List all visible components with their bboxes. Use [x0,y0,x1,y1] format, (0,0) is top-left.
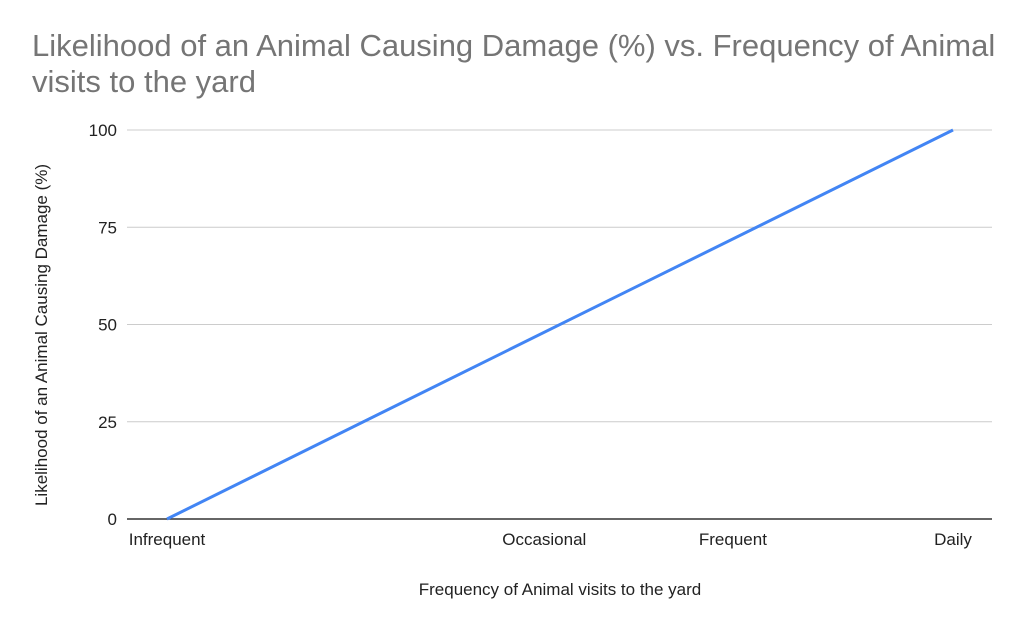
x-tick-label-daily: Daily [934,530,972,549]
series-line-0 [166,128,954,521]
y-tick-label-25: 25 [98,413,117,432]
y-tick-label-0: 0 [108,510,117,529]
y-tick-label-100: 100 [89,121,117,140]
x-tick-label-occasional: Occasional [502,530,586,549]
y-tick-label-75: 75 [98,218,117,237]
x-axis-label: Frequency of Animal visits to the yard [418,580,702,599]
x-tick-label-frequent: Frequent [699,530,767,549]
y-tick-label-50: 50 [98,316,117,335]
chart-title: Likelihood of an Animal Causing Damage (… [32,28,996,99]
x-tick-label-infrequent: Infrequent [129,530,206,549]
